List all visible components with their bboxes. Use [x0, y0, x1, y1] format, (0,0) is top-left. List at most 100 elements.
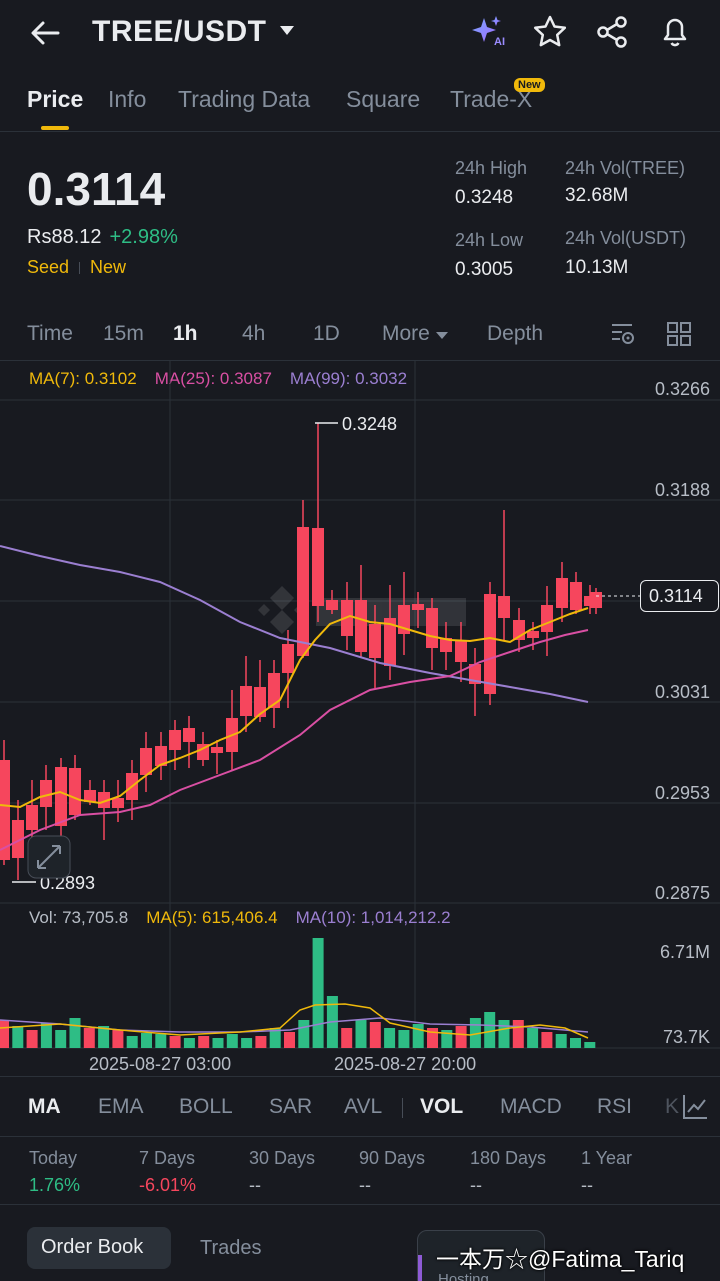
high-marker: 0.3248	[315, 414, 397, 434]
indicator-macd[interactable]: MACD	[500, 1095, 562, 1118]
candlestick-chart[interactable]: 0.3248 0.2893	[0, 360, 720, 1080]
interval-15m[interactable]: 15m	[103, 322, 144, 345]
tab-trading-data[interactable]: Trading Data	[178, 86, 311, 112]
candle-body	[326, 600, 338, 610]
tab-info[interactable]: Info	[108, 86, 147, 112]
perf-label: 1 Year	[581, 1148, 633, 1168]
vol-axis-bottom: 73.7K	[662, 1027, 710, 1047]
perf-7d: 7 Days -6.01%	[139, 1148, 196, 1196]
perf-label: 7 Days	[139, 1148, 196, 1168]
seed-tag[interactable]: Seed	[27, 257, 70, 277]
candle-body	[55, 767, 67, 826]
volume-bar	[584, 1042, 596, 1048]
volume-bar	[241, 1038, 253, 1048]
bell-notification-icon[interactable]	[656, 12, 694, 50]
candle-body	[469, 664, 481, 684]
perf-30d: 30 Days --	[249, 1148, 315, 1196]
candle-body	[440, 638, 452, 652]
ma25-value: MA(25): 0.3087	[154, 369, 272, 388]
candle-body	[140, 748, 152, 775]
star-favorite-icon[interactable]	[532, 14, 568, 50]
vol-ma5-value: MA(5): 615,406.4	[146, 908, 278, 927]
volume-bar	[126, 1036, 138, 1048]
tab-price[interactable]: Price	[27, 86, 84, 112]
high-label: 24h High	[455, 158, 528, 178]
volume-bar	[83, 1028, 95, 1048]
vol-quote-label: 24h Vol(USDT)	[565, 228, 687, 248]
new-tag[interactable]: New	[90, 257, 127, 277]
volume-bar	[169, 1036, 181, 1048]
tabs-divider	[0, 131, 720, 132]
candle-body	[384, 618, 396, 666]
layout-grid-icon[interactable]	[665, 320, 693, 348]
candle-body	[297, 527, 309, 656]
candle-body	[590, 592, 602, 608]
low-label: 24h Low	[455, 230, 524, 250]
ma25-line	[0, 629, 589, 851]
candle-body	[355, 600, 367, 652]
candle-body	[369, 624, 381, 658]
interval-depth[interactable]: Depth	[487, 322, 544, 345]
interval-1h[interactable]: 1h	[173, 322, 198, 345]
volume-bar	[341, 1028, 353, 1048]
vol-legend: Vol: 73,705.8 MA(5): 615,406.4 MA(10): 1…	[29, 908, 451, 928]
candle-body	[570, 582, 582, 610]
candle-body	[169, 730, 181, 750]
indicator-divider-top	[0, 1076, 720, 1077]
vol-ma10-value: MA(10): 1,014,212.2	[295, 908, 451, 927]
interval-1d[interactable]: 1D	[313, 322, 340, 345]
perf-value: -6.01%	[139, 1175, 197, 1195]
hosting-card[interactable]: Hosting	[417, 1230, 545, 1281]
expand-icon[interactable]	[27, 835, 71, 879]
y-tick-3: 0.3031	[654, 682, 710, 702]
indicator-ma[interactable]: MA	[28, 1095, 61, 1118]
volume-bar	[312, 938, 324, 1048]
y-tick-5: 0.2875	[654, 883, 710, 903]
indicator-kdj[interactable]: K	[665, 1095, 680, 1118]
volume-bar	[384, 1028, 396, 1048]
chart-settings-icon[interactable]	[609, 320, 637, 348]
pair-selector[interactable]: TREE/USDT	[92, 14, 295, 50]
grid-lines	[0, 360, 720, 1050]
chart-top-divider	[0, 360, 720, 361]
indicator-rsi[interactable]: RSI	[597, 1095, 633, 1118]
volume-bar	[98, 1026, 110, 1048]
indicator-avl[interactable]: AVL	[344, 1095, 383, 1118]
top-bar: TREE/USDT AI	[0, 0, 720, 64]
volume-bar	[0, 1020, 9, 1048]
hosting-accent	[418, 1255, 422, 1281]
indicator-ema[interactable]: EMA	[98, 1095, 144, 1118]
tab-trades[interactable]: Trades	[200, 1237, 262, 1259]
interval-time[interactable]: Time	[27, 322, 73, 345]
last-price: 0.3114	[27, 163, 166, 215]
indicator-boll[interactable]: BOLL	[179, 1095, 233, 1118]
indicator-sar[interactable]: SAR	[269, 1095, 313, 1118]
volume-bar	[541, 1032, 553, 1048]
volume-bar	[12, 1026, 24, 1048]
interval-more[interactable]: More	[382, 322, 448, 346]
perf-divider	[0, 1204, 720, 1205]
candle-body	[282, 644, 294, 673]
pair-title: TREE/USDT	[92, 15, 267, 48]
perf-label: 90 Days	[359, 1148, 426, 1168]
share-icon[interactable]	[594, 14, 630, 50]
volume-bar	[69, 1018, 81, 1048]
back-arrow-icon[interactable]	[28, 16, 62, 50]
volume-bar	[298, 1020, 310, 1048]
volume-bar	[412, 1024, 424, 1048]
indicator-divider-bottom	[0, 1136, 720, 1137]
indicator-bar: MA EMA BOLL SAR AVL VOL MACD RSI K	[0, 1076, 720, 1136]
candle-body	[455, 640, 467, 662]
interval-4h[interactable]: 4h	[242, 322, 266, 345]
ai-sparkle-icon[interactable]: AI	[470, 14, 508, 50]
tab-order-book[interactable]: Order Book	[27, 1227, 171, 1269]
indicator-settings-icon[interactable]	[680, 1092, 710, 1122]
volume-bar	[527, 1028, 539, 1048]
perf-value: --	[359, 1175, 371, 1195]
candle-body	[183, 728, 195, 742]
candle-body	[556, 578, 568, 608]
price-sub-row: Rs88.12 +2.98%	[27, 226, 178, 249]
indicator-vol[interactable]: VOL	[420, 1095, 464, 1118]
tab-square[interactable]: Square	[346, 86, 421, 112]
volume-bar	[26, 1030, 38, 1048]
